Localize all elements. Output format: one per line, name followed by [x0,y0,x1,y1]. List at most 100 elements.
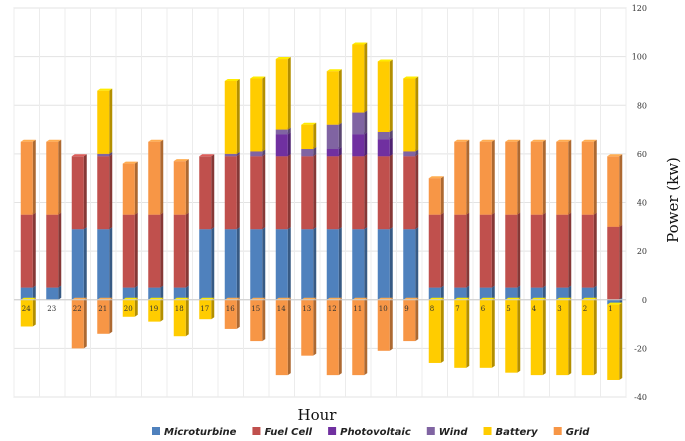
bar-segment [403,76,419,152]
bar-segment [428,176,444,215]
y-tick-label: 20 [637,247,647,256]
x-tick-label: 5 [506,305,510,313]
legend: Microturbine Fuel Cell Photovoltaic Wind Bat… [152,427,590,438]
legend-item: Battery [483,427,539,438]
bar-segment [224,154,240,230]
bar-segment [275,154,291,230]
bar-segment [505,212,521,288]
bar-segment [173,285,189,300]
bar-segment [556,297,572,376]
bar-segment [97,154,113,230]
bar-segment [20,297,36,327]
bar-segment [250,297,266,342]
legend-swatch [328,427,337,435]
bar-segment [46,285,62,300]
bar-segment [301,297,317,356]
legend-item: Fuel Cell [252,427,313,438]
bar-segment [530,285,546,300]
bar-segment [301,122,317,150]
bar-segment [71,154,87,230]
x-tick-label: 10 [379,305,388,313]
x-tick-label: 6 [481,305,486,313]
bar-segment [46,212,62,288]
x-tick-label: 17 [200,305,209,313]
y-axis-label: Power (kw) [664,157,682,243]
bar-segment [20,212,36,288]
x-tick-label: 7 [455,305,459,313]
bar-segment [377,137,393,157]
x-tick-label: 4 [532,305,537,313]
bar-segment [71,227,87,300]
x-tick-label: 24 [22,305,31,313]
bar-segment [224,78,240,154]
bar-segment [326,154,342,230]
bar-segment [505,139,521,215]
legend-item: Photovoltaic [328,427,411,438]
bar-segment [250,154,266,230]
x-tick-labels: 24 23 22 21 20 19 18 17 16 15 14 13 12 11 10 9 8 7 6 5 4 3 2 1 [22,305,613,313]
bar-segment [428,297,444,363]
bar-segment [352,227,368,300]
bar-segment [20,285,36,300]
bar-segment [148,212,164,288]
bar-segment [530,297,546,376]
y-tick-label: 60 [637,150,647,159]
x-tick-label: 19 [149,305,158,313]
bar-segment [505,297,521,373]
legend-swatch [252,427,261,435]
bar-segment [479,212,495,288]
legend-item: Grid [553,427,591,438]
bar-segment [377,59,393,132]
bar-segment [148,285,164,300]
bar-segment [454,139,470,215]
bar-segment [479,285,495,300]
x-tick-label: 9 [404,305,408,313]
bar-segment [326,69,342,125]
legend-label: Wind [439,427,469,438]
bar-segment [556,212,572,288]
y-tick-label: 40 [637,199,647,208]
bar-segment [505,285,521,300]
bar-segment [275,132,291,157]
x-tick-label: 12 [328,305,337,313]
y-tick-label: 100 [632,53,647,62]
x-tick-label: 3 [557,305,561,313]
y-tick-label: -20 [634,344,647,353]
bar-segment [581,139,597,215]
bar-segment [454,212,470,288]
y-tick-label: -40 [634,393,647,402]
x-tick-label: 18 [175,305,184,313]
legend-label: Battery [496,427,539,438]
bar-segment [454,297,470,368]
bar-segment [148,139,164,215]
x-tick-label: 1 [608,305,612,313]
bar-segment [352,110,368,135]
bar-segment [377,227,393,300]
bar-segment [403,227,419,300]
bar-segment [530,139,546,215]
x-tick-label: 13 [302,305,311,313]
legend-swatch [553,427,562,435]
legend-swatch [483,427,492,435]
y-tick-label: 80 [637,101,647,110]
bar-segment [97,297,113,334]
bar-segment [428,285,444,300]
bar-segment [148,297,164,322]
y-tick-label: 0 [642,296,647,305]
legend-label: Grid [566,427,591,438]
x-tick-label: 21 [98,305,107,313]
x-tick-label: 20 [124,305,133,313]
bar-segment [122,297,138,317]
bar-segment [530,212,546,288]
bar-segment [122,285,138,300]
bar-segment [301,154,317,230]
bar-segment [377,297,393,351]
legend-swatch [426,427,435,435]
bar-segment [352,154,368,230]
bar-segment [428,212,444,288]
bar-segment [479,139,495,215]
x-tick-label: 2 [583,305,587,313]
x-tick-label: 15 [251,305,260,313]
x-tick-label: 14 [277,305,286,313]
bar-segment [454,285,470,300]
